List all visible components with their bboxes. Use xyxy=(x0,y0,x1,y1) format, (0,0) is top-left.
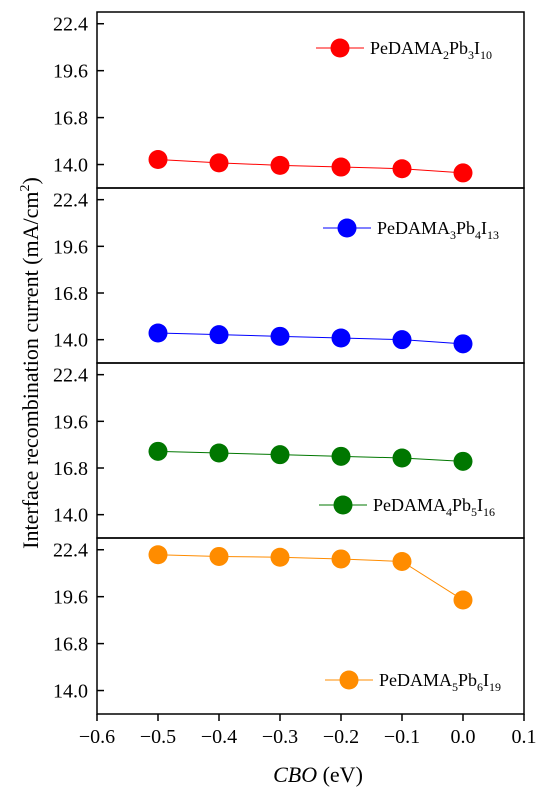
panel-4: 14.0 16.8 19.6 22.4 PeDAMA5Pb6I19 xyxy=(53,537,525,715)
data-point xyxy=(331,549,351,569)
panel-3: 14.0 16.8 19.6 22.4 PeDAMA4Pb5I16 xyxy=(53,362,525,539)
data-point xyxy=(209,325,229,345)
legend: PeDAMA2Pb3I10 xyxy=(316,38,492,62)
y-axis-title: Interface recombination current (mA/cm2) xyxy=(18,177,43,549)
y-tick-label: 16.8 xyxy=(53,108,88,130)
data-point xyxy=(209,546,229,566)
x-axis-title: CBO (eV) xyxy=(273,762,363,787)
data-point xyxy=(331,157,351,177)
panel-2: 14.0 16.8 19.6 22.4 PeDAMA3Pb4I13 xyxy=(53,187,525,364)
y-tick-label: 19.6 xyxy=(53,587,88,609)
data-point xyxy=(270,155,290,175)
data-point xyxy=(270,326,290,346)
legend: PeDAMA3Pb4I13 xyxy=(323,218,499,242)
data-point xyxy=(270,547,290,567)
data-point xyxy=(148,441,168,461)
x-tick-label: −0.1 xyxy=(384,726,420,748)
x-tick-label: −0.4 xyxy=(201,726,237,748)
y-tick-label: 16.8 xyxy=(53,283,88,305)
legend-marker xyxy=(333,495,353,515)
y-tick-label: 14.0 xyxy=(53,505,88,527)
y-tick-label: 14.0 xyxy=(53,155,88,177)
data-point xyxy=(270,445,290,465)
legend-marker xyxy=(339,670,359,690)
data-point xyxy=(148,150,168,170)
panel-frame xyxy=(96,537,525,715)
data-point xyxy=(453,451,473,471)
y-tick-label: 22.4 xyxy=(53,540,88,562)
data-point xyxy=(331,446,351,466)
data-point xyxy=(392,551,412,571)
y-tick-label: 16.8 xyxy=(53,458,88,480)
series-line xyxy=(157,450,464,462)
legend: PeDAMA5Pb6I19 xyxy=(325,670,501,694)
y-tick-label: 19.6 xyxy=(53,236,88,258)
x-axis: −0.6 −0.5 −0.4 −0.3 −0.2 −0.1 0.0 0.1 xyxy=(79,714,537,748)
legend-marker xyxy=(330,38,350,58)
x-tick-label: −0.2 xyxy=(323,726,359,748)
data-point xyxy=(453,334,473,354)
legend-label: PeDAMA4Pb5I16 xyxy=(373,495,495,519)
x-axis-title-italic: CBO xyxy=(273,762,317,787)
legend-label: PeDAMA2Pb3I10 xyxy=(370,38,492,62)
y-axis-title-main: Interface recombination current (mA/cm xyxy=(18,192,43,549)
y-axis-title-close: ) xyxy=(18,177,43,184)
x-tick-label: 0.0 xyxy=(451,726,476,748)
x-tick-label: 0.1 xyxy=(512,726,537,748)
x-tick-label: −0.6 xyxy=(79,726,115,748)
data-point xyxy=(392,448,412,468)
y-tick-label: 22.4 xyxy=(53,190,88,212)
x-axis-title-unit: (eV) xyxy=(317,762,363,787)
chart-panels: 14.0 16.8 19.6 22.4 PeDAMA2Pb3I10 14.0 16.8 19.… xyxy=(53,11,525,715)
legend-label: PeDAMA5Pb6I19 xyxy=(379,670,501,694)
y-tick-label: 14.0 xyxy=(53,330,88,352)
data-point xyxy=(331,328,351,348)
legend-label: PeDAMA3Pb4I13 xyxy=(377,218,499,242)
data-point xyxy=(392,330,412,350)
y-axis-title-sup: 2 xyxy=(18,185,33,192)
legend: PeDAMA4Pb5I16 xyxy=(319,495,495,519)
legend-marker xyxy=(337,218,357,238)
y-tick-label: 19.6 xyxy=(53,61,88,83)
series-line xyxy=(157,159,464,174)
x-tick-label: −0.3 xyxy=(262,726,298,748)
series-line xyxy=(157,332,464,345)
y-tick-label: 19.6 xyxy=(53,411,88,433)
x-tick-label: −0.5 xyxy=(140,726,176,748)
y-tick-label: 22.4 xyxy=(53,14,88,36)
data-point xyxy=(209,153,229,173)
y-tick-label: 16.8 xyxy=(53,634,88,656)
data-point xyxy=(209,443,229,463)
y-tick-label: 22.4 xyxy=(53,365,88,387)
panel-1: 14.0 16.8 19.6 22.4 PeDAMA2Pb3I10 xyxy=(53,11,525,189)
data-point xyxy=(392,159,412,179)
data-point xyxy=(148,323,168,343)
series-line xyxy=(157,554,464,601)
data-point xyxy=(453,163,473,183)
y-tick-label: 14.0 xyxy=(53,681,88,703)
data-point xyxy=(453,590,473,610)
data-point xyxy=(148,545,168,565)
